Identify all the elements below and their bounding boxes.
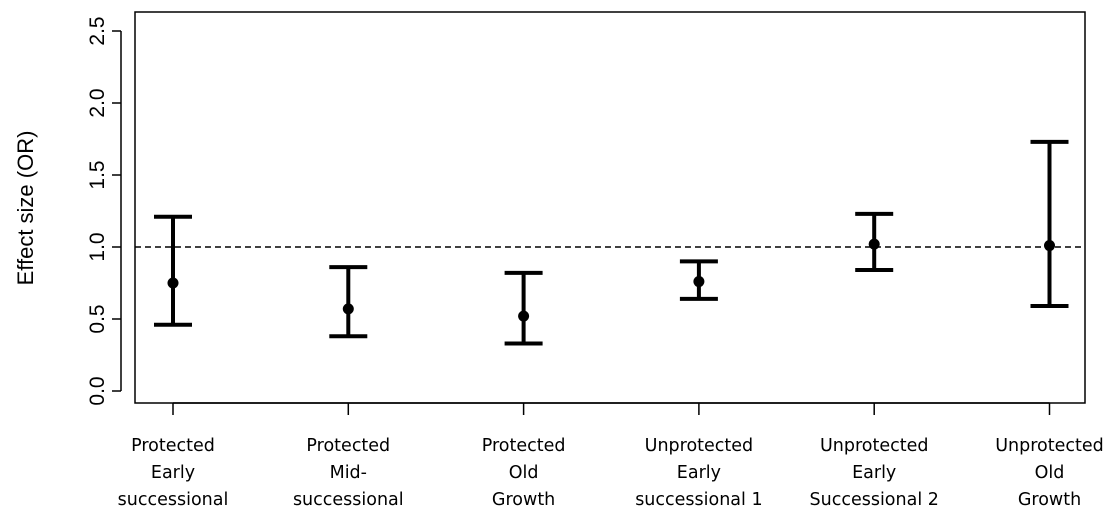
error-bar-group <box>329 265 368 339</box>
y-tick-label: 0.5 <box>86 304 109 333</box>
error-bar-group <box>855 211 894 273</box>
x-tick-label: Early <box>151 463 195 483</box>
y-tick-label: 1.5 <box>86 160 109 189</box>
x-tick-label: Growth <box>1018 490 1081 510</box>
x-tick-label: Growth <box>492 490 555 510</box>
point-estimate <box>1044 240 1055 252</box>
x-tick-label: successional <box>118 490 229 510</box>
x-axis: Protected Early successional Protected Mid-s… <box>118 402 1104 510</box>
x-tick-label: Unprotected <box>995 436 1104 456</box>
y-tick-label: 2.0 <box>86 88 109 117</box>
point-estimate <box>693 276 705 288</box>
x-tick-label: Protected <box>131 436 215 456</box>
point-estimate <box>342 303 354 315</box>
point-estimate <box>868 238 880 250</box>
y-tick-label: 0.0 <box>86 376 109 405</box>
x-tick-label: Early <box>852 463 896 483</box>
y-axis: 0.0 0.5 1.0 1.5 2.0 2.5 <box>86 16 122 406</box>
plot-frame <box>134 11 1086 404</box>
x-tick-label: Old <box>1035 463 1065 483</box>
y-tick-label: 2.5 <box>86 16 109 45</box>
x-tick-label: Mid- <box>330 463 367 483</box>
x-tick-label: Early <box>677 463 721 483</box>
y-axis-label: Effect size (OR) <box>13 131 38 286</box>
error-bar-group <box>679 259 718 301</box>
x-tick-label: Successional 2 <box>810 490 939 510</box>
x-tick-label: Protected <box>482 436 566 456</box>
y-tick-label: 1.0 <box>86 232 109 261</box>
error-bar-group <box>154 214 192 327</box>
point-estimate <box>167 277 179 289</box>
x-tick-label: Unprotected <box>820 436 929 456</box>
x-tick-label: successional <box>293 490 404 510</box>
x-tick-label: Protected <box>306 436 390 456</box>
x-tick-label: Unprotected <box>645 436 754 456</box>
error-bars <box>154 139 1069 346</box>
x-tick-label: successional 1 <box>635 490 762 510</box>
error-bar-group <box>504 270 543 346</box>
x-tick-label: Old <box>509 463 539 483</box>
error-bar-group <box>1030 139 1069 309</box>
point-estimate <box>518 310 530 322</box>
